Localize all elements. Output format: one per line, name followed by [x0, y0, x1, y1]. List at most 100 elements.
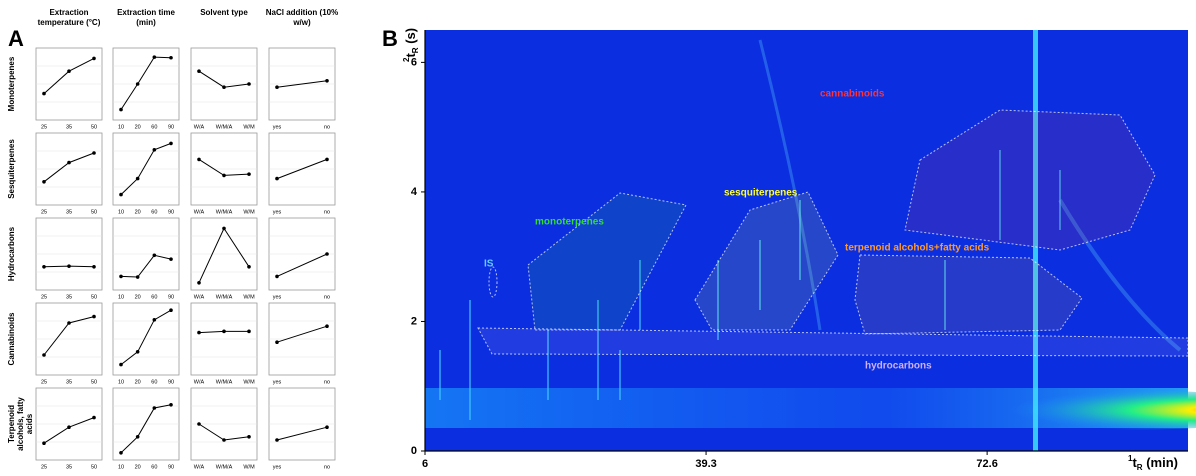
- region-label: hydrocarbons: [865, 361, 932, 372]
- y-tick-label: 4: [411, 186, 418, 198]
- x-tick-label: W/M: [243, 464, 255, 470]
- point: [325, 252, 329, 256]
- x-tick-label: 50: [91, 294, 97, 300]
- x-tick-label: 10: [118, 124, 124, 130]
- x-tick-label: no: [324, 379, 330, 385]
- point: [197, 330, 201, 335]
- x-tick-label: 50: [91, 124, 97, 130]
- point: [92, 314, 96, 319]
- axis-label-main: t: [403, 53, 418, 58]
- chromatogram-background: [425, 30, 1188, 451]
- x-tick-label: no: [324, 464, 330, 470]
- point: [222, 173, 226, 178]
- x-tick-label: 50: [91, 209, 97, 215]
- x-tick-label: 72.6: [976, 458, 997, 470]
- x-tick-label: 20: [135, 209, 141, 215]
- row-label: Hydrocarbons: [7, 226, 16, 282]
- x-tick-label: W/M: [243, 294, 255, 300]
- point: [169, 403, 173, 407]
- point: [119, 192, 123, 197]
- region-outline: [527, 192, 687, 331]
- point: [67, 425, 71, 430]
- point: [275, 340, 279, 345]
- x-tick-label: 10: [118, 464, 124, 470]
- point: [119, 274, 123, 279]
- point: [119, 107, 123, 112]
- point: [247, 265, 251, 269]
- region-outline: [477, 327, 1189, 357]
- x-tick-label: 50: [91, 379, 97, 385]
- row-label: Terpenoid alcohols, fatty acids: [7, 397, 34, 451]
- point: [325, 157, 329, 162]
- point: [197, 69, 201, 73]
- x-tick-label: W/M/A: [216, 379, 233, 385]
- x-tick-label: 20: [135, 379, 141, 385]
- point: [67, 160, 71, 165]
- y-tick-label: 0: [411, 445, 417, 457]
- region-label: IS: [484, 259, 494, 270]
- x-tick-label: W/M: [243, 209, 255, 215]
- x-tick-label: yes: [273, 294, 282, 300]
- panel-letter: A: [8, 26, 24, 51]
- x-tick-label: 20: [135, 464, 141, 470]
- point: [92, 56, 96, 61]
- x-tick-label: W/A: [194, 464, 205, 470]
- point: [92, 415, 96, 420]
- axis-label-unit: (min): [1143, 455, 1178, 470]
- point: [119, 451, 123, 455]
- point: [42, 441, 46, 446]
- x-tick-label: 90: [168, 209, 174, 215]
- x-tick-label: 25: [41, 464, 47, 470]
- point: [135, 176, 140, 181]
- point: [169, 55, 173, 60]
- line: [276, 158, 328, 180]
- x-tick-label: 25: [41, 124, 47, 130]
- line: [120, 309, 172, 365]
- x-tick-label: 10: [118, 209, 124, 215]
- point: [222, 329, 226, 334]
- line: [120, 404, 172, 454]
- x-tick-label: W/M/A: [216, 294, 233, 300]
- axis-label-unit: (s): [403, 28, 418, 48]
- x-tick-label: 90: [168, 464, 174, 470]
- point: [325, 425, 329, 430]
- axis-label-sup: 1: [1128, 454, 1133, 463]
- point: [325, 79, 329, 83]
- point: [42, 265, 46, 269]
- column-header: Solvent type: [200, 8, 248, 17]
- column-header: Extraction temperature (°C): [37, 8, 101, 27]
- y-tick-label: 2: [411, 315, 417, 327]
- point: [152, 318, 157, 322]
- point: [152, 253, 157, 258]
- point: [222, 438, 226, 442]
- x-tick-label: 35: [66, 124, 72, 130]
- x-tick-label: 20: [135, 294, 141, 300]
- point: [152, 406, 157, 410]
- y-axis-label: 2tR (s): [402, 28, 420, 62]
- region-outline: [488, 266, 498, 298]
- point: [247, 329, 251, 334]
- point: [152, 55, 157, 59]
- x-tick-label: 10: [118, 379, 124, 385]
- point: [135, 82, 140, 86]
- point: [169, 308, 173, 313]
- x-tick-label: W/A: [194, 209, 205, 215]
- point: [135, 275, 140, 279]
- x-tick-label: W/M/A: [216, 124, 233, 130]
- axis-label-sup: 2: [402, 57, 411, 62]
- x-tick-label: yes: [273, 209, 282, 215]
- x-tick-label: yes: [273, 379, 282, 385]
- x-tick-label: 60: [151, 124, 157, 130]
- point: [135, 435, 140, 439]
- point: [222, 226, 226, 231]
- x-tick-label: 20: [135, 124, 141, 130]
- x-tick-label: W/A: [194, 379, 205, 385]
- line: [120, 254, 172, 278]
- x-tick-label: W/M: [243, 379, 255, 385]
- x-tick-label: 25: [41, 294, 47, 300]
- y-tick-label: 6: [411, 56, 417, 68]
- line: [276, 325, 328, 343]
- x-tick-label: yes: [273, 464, 282, 470]
- x-tick-label: 60: [151, 294, 157, 300]
- line: [276, 426, 328, 441]
